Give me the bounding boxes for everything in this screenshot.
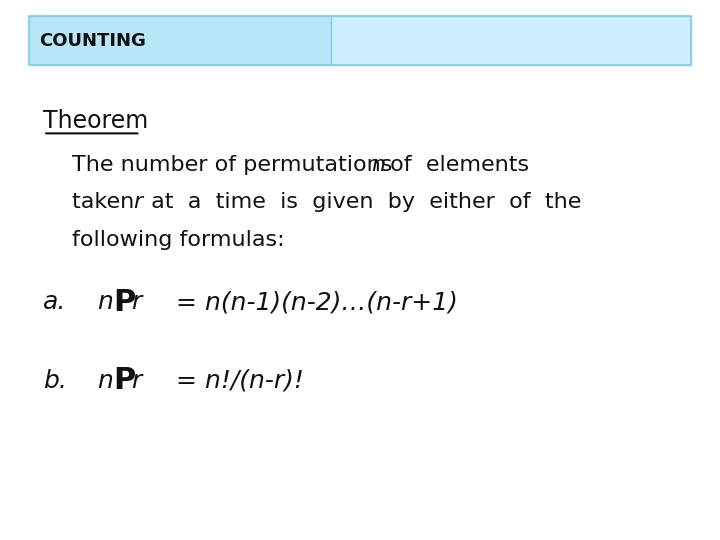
Text: of  elements: of elements (383, 154, 529, 175)
Text: n: n (97, 291, 113, 314)
Text: a.: a. (43, 291, 66, 314)
Text: COUNTING: COUNTING (40, 31, 146, 50)
Text: r: r (131, 369, 141, 393)
Text: P: P (113, 288, 135, 317)
Text: The number of permutations: The number of permutations (72, 154, 400, 175)
Text: at  a  time  is  given  by  either  of  the: at a time is given by either of the (144, 192, 581, 213)
Text: following formulas:: following formulas: (72, 230, 284, 251)
Text: b.: b. (43, 369, 67, 393)
Text: P: P (113, 366, 135, 395)
Text: taken: taken (72, 192, 141, 213)
Text: Theorem: Theorem (43, 110, 148, 133)
Text: n: n (371, 154, 385, 175)
Bar (29, 16, 331, 65)
Bar (331, 16, 691, 65)
Text: = n(n-1)(n-2)…(n-r+1): = n(n-1)(n-2)…(n-r+1) (176, 291, 458, 314)
Text: r: r (131, 291, 141, 314)
Text: r: r (133, 192, 143, 213)
Text: n: n (97, 369, 113, 393)
Bar (29, 16, 691, 65)
Text: = n!/(n-r)!: = n!/(n-r)! (176, 369, 305, 393)
